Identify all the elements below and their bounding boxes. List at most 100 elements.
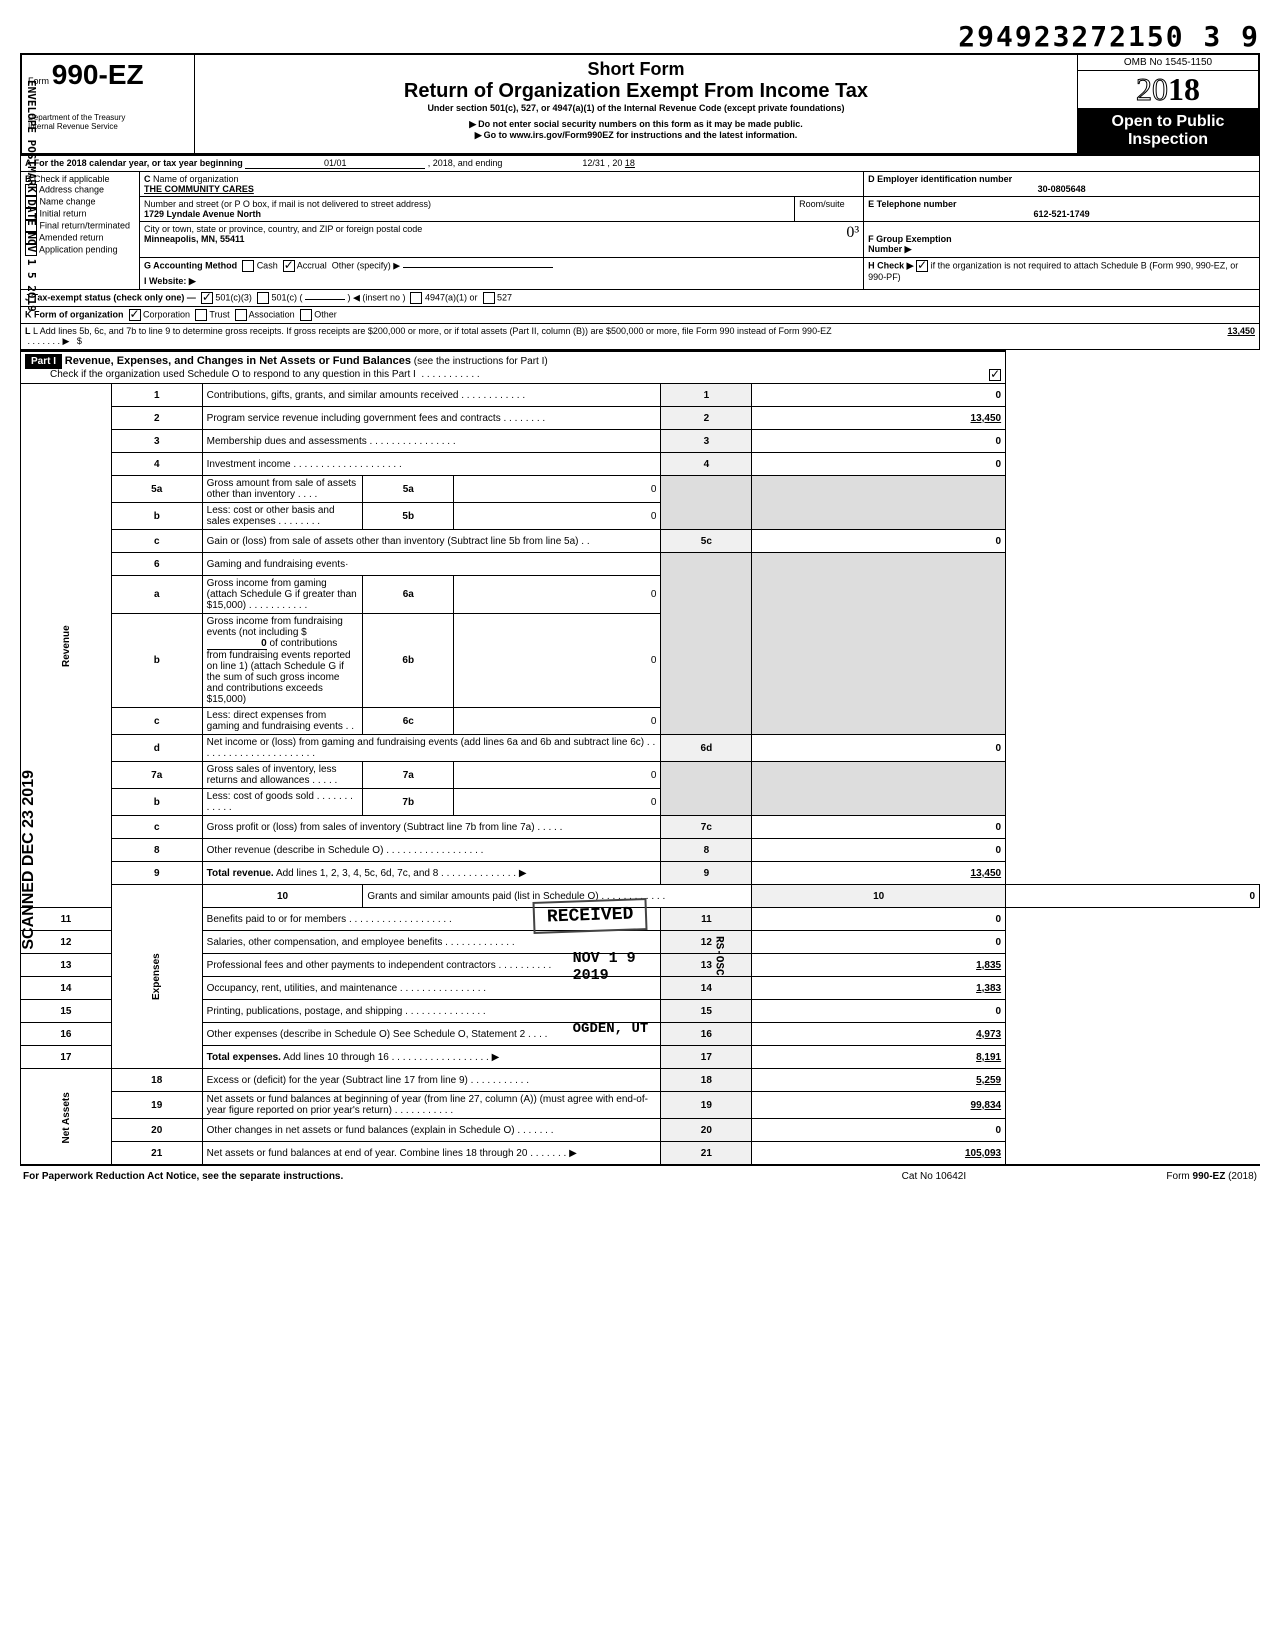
501c-checkbox[interactable] [257, 292, 269, 304]
handwritten-mark: 0³ [846, 224, 859, 242]
i-label: I Website: ▶ [144, 276, 196, 286]
line-21-desc: Net assets or fund balances at end of ye… [207, 1148, 528, 1159]
corp-label: Corporation [143, 309, 190, 319]
end-date: 12/31 [505, 158, 605, 168]
rs-osc-stamp: RS-OSC [713, 936, 725, 976]
line-6d-desc: Net income or (loss) from gaming and fun… [207, 737, 644, 748]
line-5a-subval: 0 [454, 476, 661, 503]
omb-number: OMB No 1545-1150 [1078, 55, 1258, 71]
org-name: THE COMMUNITY CARES [144, 184, 254, 194]
line-5b-subval: 0 [454, 503, 661, 530]
line-4-val: 0 [752, 453, 1006, 476]
line-14-desc: Occupancy, rent, utilities, and maintena… [207, 983, 397, 994]
trust-label: Trust [209, 309, 229, 319]
info-table: A For the 2018 calendar year, or tax yea… [20, 155, 1260, 350]
initial-return-label: Initial return [40, 208, 87, 218]
accrual-checkbox[interactable] [283, 260, 295, 272]
line-5a-desc: Gross amount from sale of assets other t… [207, 478, 357, 500]
year-outline: 20 [1136, 71, 1168, 107]
corp-checkbox[interactable] [129, 309, 141, 321]
line-7a-desc: Gross sales of inventory, less returns a… [207, 764, 337, 786]
line-7c-val: 0 [752, 816, 1006, 839]
4947-checkbox[interactable] [410, 292, 422, 304]
part1-header: Part I [25, 354, 62, 369]
b-check-label: Check if applicable [34, 174, 110, 184]
h-label: H Check ▶ [868, 260, 913, 270]
line-7a-sub: 7a [363, 762, 454, 789]
addr-label: Number and street (or P O box, if mail i… [144, 199, 431, 209]
line-19-val: 99,834 [752, 1092, 1006, 1119]
l-amount: 13,450 [864, 324, 1260, 350]
begin-date: 01/01 [245, 158, 425, 169]
line-15-desc: Printing, publications, postage, and shi… [207, 1006, 403, 1017]
goto-link: Go to www.irs.gov/Form990EZ for instruct… [201, 130, 1071, 141]
line-6a-subval: 0 [454, 576, 661, 614]
tax-year: 2018 [1078, 71, 1258, 108]
h-checkbox[interactable] [916, 260, 928, 272]
line-6a-sub: 6a [363, 576, 454, 614]
final-return-label: Final return/terminated [40, 220, 131, 230]
other-org-checkbox[interactable] [300, 309, 312, 321]
final-return-checkbox[interactable] [25, 220, 37, 232]
527-checkbox[interactable] [483, 292, 495, 304]
amended-checkbox[interactable] [25, 232, 37, 244]
line-4-desc: Investment income [207, 459, 291, 470]
ogden-stamp: OGDEN, UT [573, 1021, 649, 1037]
part1-sub: (see the instructions for Part I) [414, 356, 548, 367]
line-10-desc: Grants and similar amounts paid (list in… [367, 891, 598, 902]
footer-left: For Paperwork Reduction Act Notice, see … [22, 1170, 847, 1183]
addr-change-checkbox[interactable] [25, 184, 37, 196]
accrual-label: Accrual [297, 260, 327, 270]
cash-label: Cash [257, 260, 278, 270]
schedule-o-checkbox[interactable] [989, 369, 1001, 381]
date-stamp: NOV 1 9 2019 [573, 950, 661, 984]
501c3-label: 501(c)(3) [215, 292, 252, 302]
line-a-mid: , 2018, and ending [428, 158, 503, 168]
form-number: 990-EZ [52, 59, 144, 90]
line-14-val: 1,383 [752, 977, 1006, 1000]
line-1-val: 0 [752, 384, 1006, 407]
line-5b-sub: 5b [363, 503, 454, 530]
line-7b-desc: Less: cost of goods sold [207, 791, 314, 802]
line-6a-desc: Gross income from gaming (attach Schedul… [207, 578, 357, 611]
line-5c-desc: Gain or (loss) from sale of assets other… [207, 536, 579, 547]
line-16-desc: Other expenses (describe in Schedule O) … [207, 1029, 526, 1040]
initial-return-checkbox[interactable] [25, 208, 37, 220]
line-15-val: 0 [752, 1000, 1006, 1023]
part1-title: Revenue, Expenses, and Changes in Net As… [65, 355, 411, 367]
trust-checkbox[interactable] [195, 309, 207, 321]
line-21-val: 105,093 [752, 1142, 1006, 1166]
line-6b-desc: Gross income from fundraising events (no… [207, 616, 343, 638]
year-bold: 18 [1168, 71, 1200, 107]
cash-checkbox[interactable] [242, 260, 254, 272]
app-pending-checkbox[interactable] [25, 244, 37, 256]
d-label: D Employer identification number [868, 174, 1012, 184]
name-change-checkbox[interactable] [25, 196, 37, 208]
f-label: F Group Exemption Number ▶ [868, 234, 952, 254]
line-12-desc: Salaries, other compensation, and employ… [207, 937, 443, 948]
line-7b-subval: 0 [454, 789, 661, 816]
line-7a-subval: 0 [454, 762, 661, 789]
line-6c-sub: 6c [363, 708, 454, 735]
501c3-checkbox[interactable] [201, 292, 213, 304]
line-2-desc: Program service revenue including govern… [207, 413, 501, 424]
line-1-desc: Contributions, gifts, grants, and simila… [207, 390, 459, 401]
dept-treasury: Department of the Treasury Internal Reve… [21, 109, 195, 155]
line-10-val: 0 [1006, 885, 1260, 908]
under-section: Under section 501(c), 527, or 4947(a)(1)… [201, 103, 1071, 113]
phone: 612-521-1749 [868, 209, 1255, 219]
assoc-label: Association [249, 309, 295, 319]
line-6b-sub: 6b [363, 614, 454, 708]
form-page: ENVELOPE POSTMARK DATE NOV 1 5 2019 SCAN… [20, 20, 1260, 1185]
line-8-val: 0 [752, 839, 1006, 862]
527-label: 527 [497, 292, 512, 302]
line-17-val: 8,191 [752, 1046, 1006, 1069]
line-13-desc: Professional fees and other payments to … [207, 960, 496, 971]
line-6b-mid: 0 [207, 638, 267, 650]
received-stamp: RECEIVED [532, 898, 647, 934]
amended-label: Amended return [39, 232, 104, 242]
k-label: K Form of organization [25, 309, 124, 319]
short-form-title: Short Form [201, 59, 1071, 80]
line-20-val: 0 [752, 1119, 1006, 1142]
assoc-checkbox[interactable] [235, 309, 247, 321]
